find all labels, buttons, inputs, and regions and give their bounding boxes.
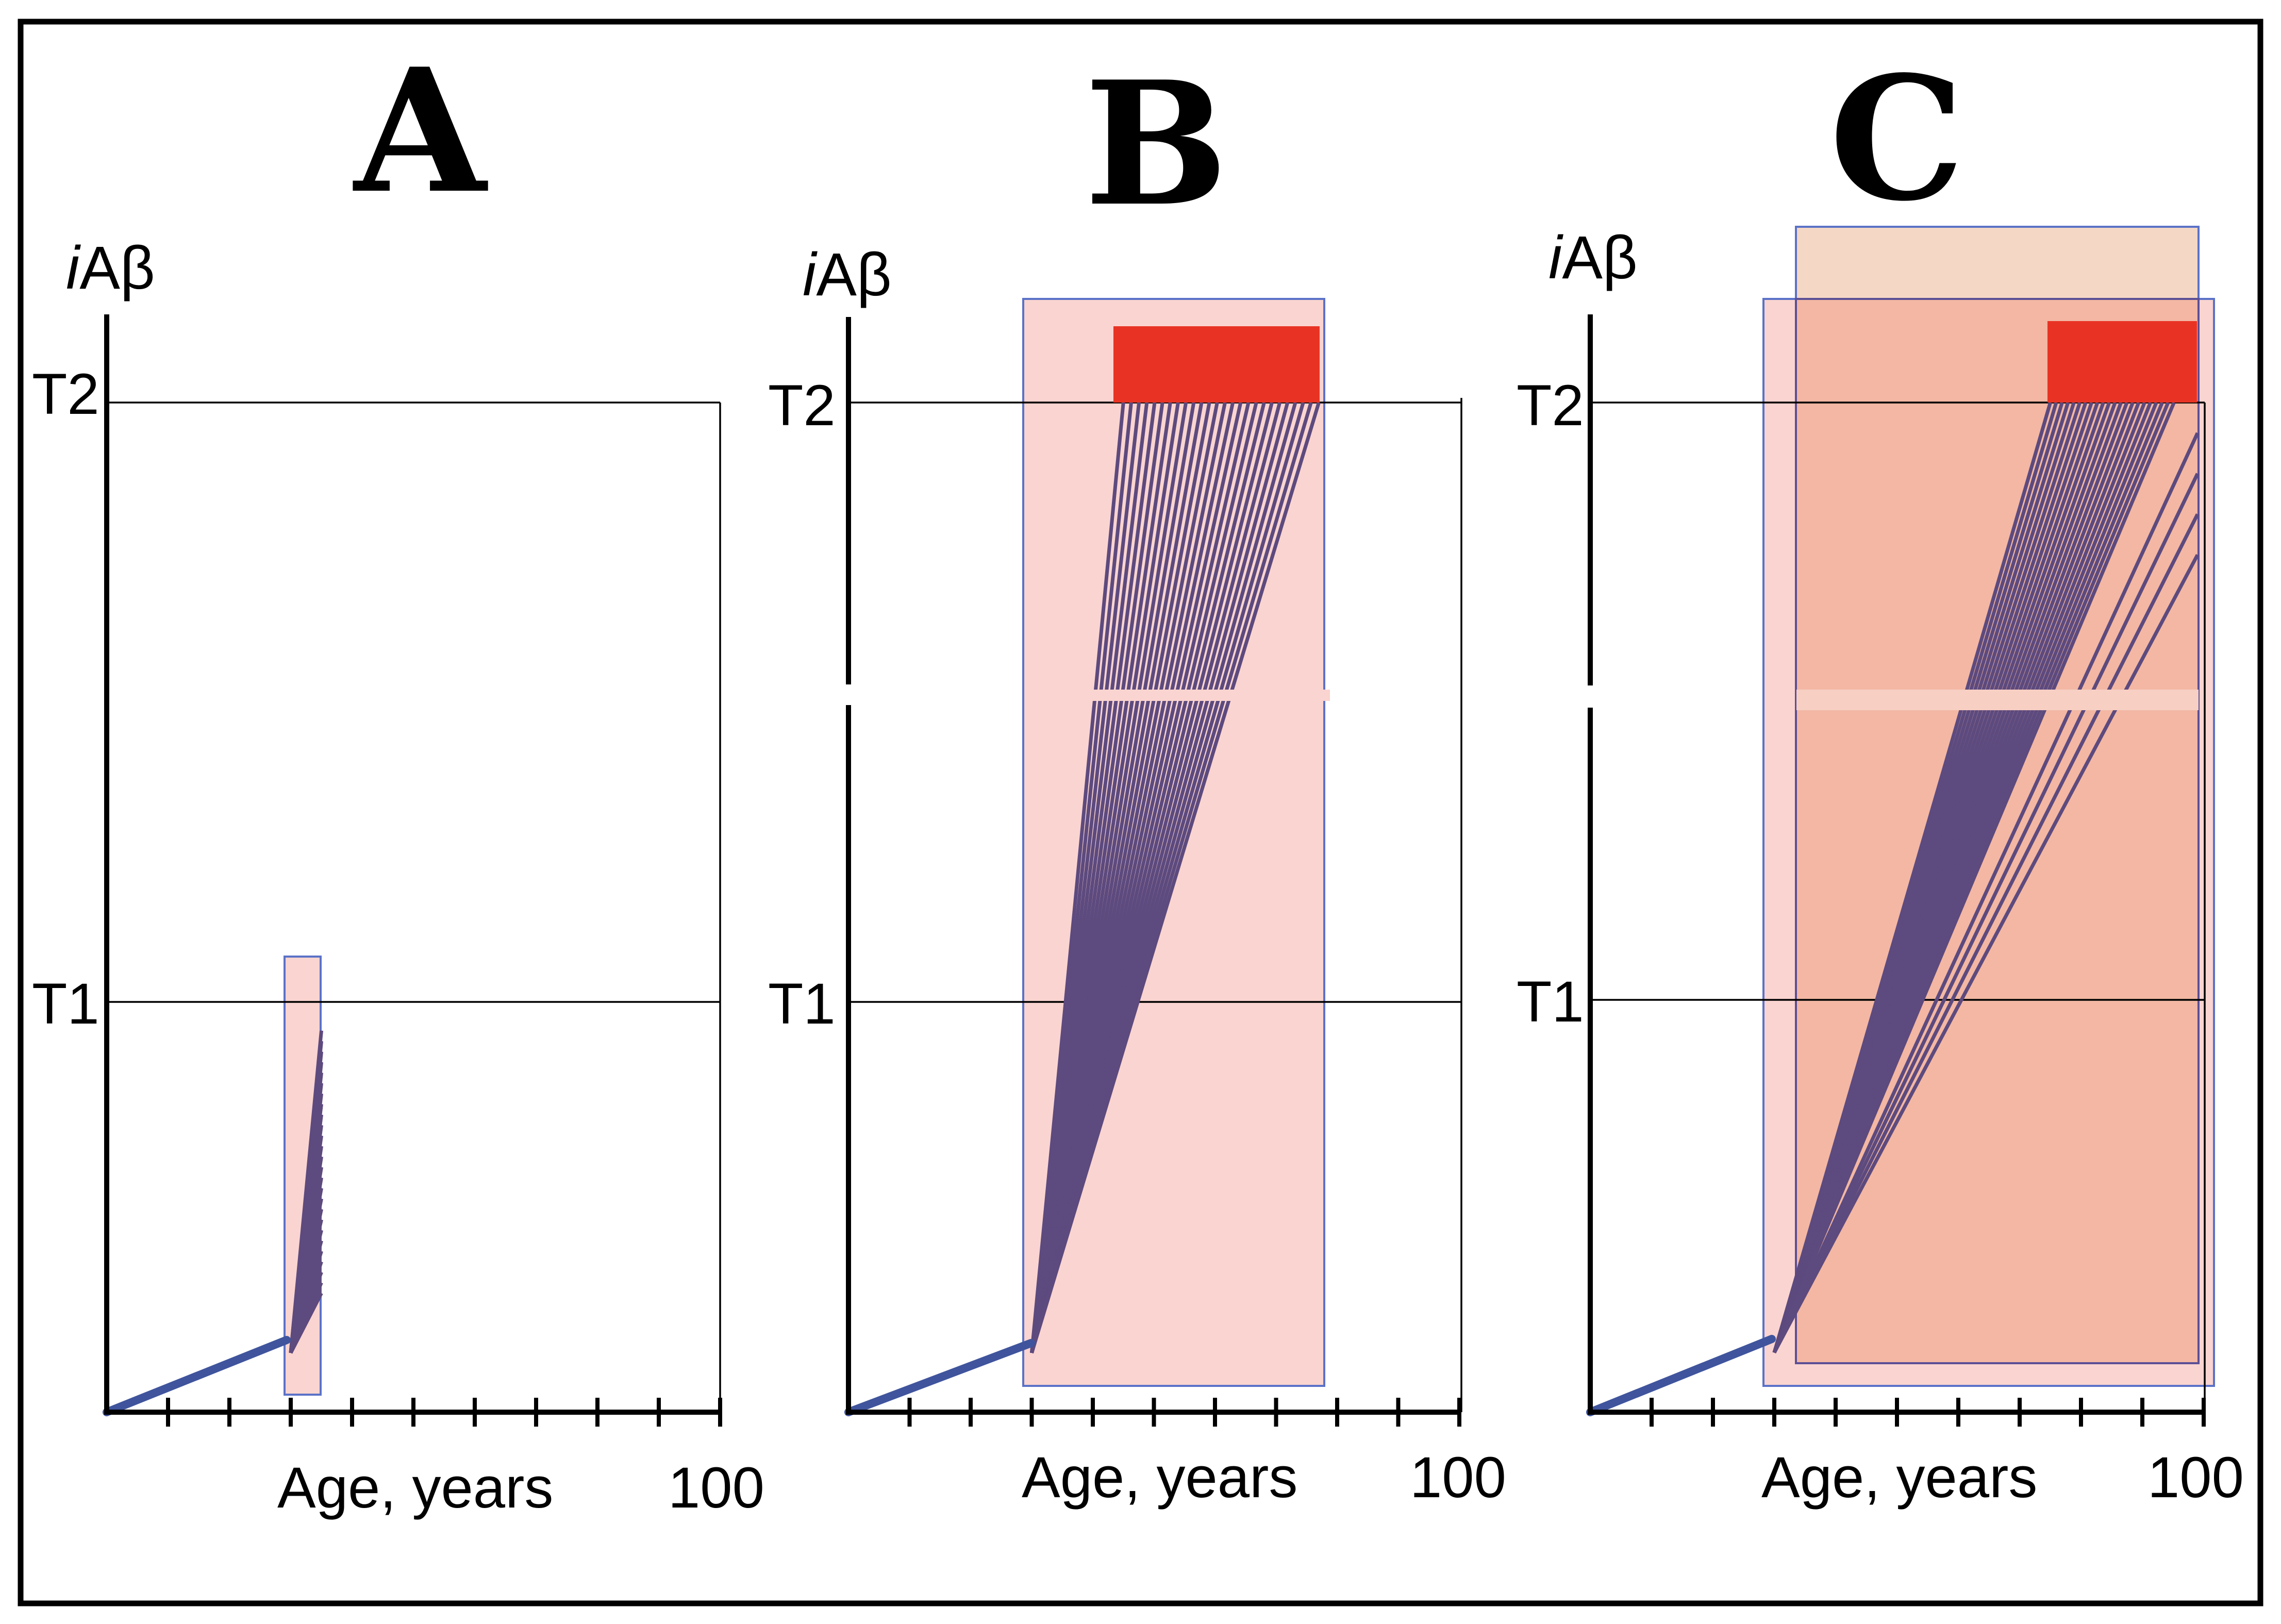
panel-b: B iAβ T2 T1 Age, years 100 [768, 44, 1506, 1510]
t2-label-b: T2 [768, 373, 836, 438]
t1-label-a: T1 [32, 972, 99, 1036]
panel-letter-a: A [352, 31, 490, 231]
panel-a: A iAβ T2 T1 Age, years 100 [32, 31, 764, 1520]
fan-wedge-a [291, 1030, 322, 1353]
red-zone-c [2047, 321, 2197, 403]
axis-break-band-c [1796, 690, 2199, 710]
t1-label-c: T1 [1517, 969, 1584, 1034]
baseline-growth-c [1586, 1335, 1776, 1416]
x-axis-max-label-a: 100 [668, 1455, 764, 1520]
t2-label-a: T2 [32, 362, 99, 426]
upper-overlay-region-c [1795, 226, 2200, 300]
panel-letter-c: C [1829, 39, 1965, 239]
panel-letter-b: B [1085, 44, 1228, 244]
x-axis-max-label-b: 100 [1410, 1445, 1506, 1510]
fan-line-c-25 [1772, 513, 2200, 1353]
x-axis-label-b: Age, years [1022, 1445, 1297, 1510]
x-axis-ticks-b [907, 1398, 1461, 1427]
t1-label-b: T1 [768, 972, 836, 1036]
fan-line-c-24 [1772, 473, 2200, 1353]
fan-line-c-26 [1772, 554, 2200, 1354]
baseline-growth-a [103, 1336, 291, 1416]
fan-line-b-26 [1030, 401, 1321, 1353]
fan-a [289, 1030, 323, 1354]
y-axis-title-c: iAβ [1549, 224, 1638, 292]
t2-label-c: T2 [1517, 373, 1584, 438]
axis-break-gap-b [1083, 690, 1330, 701]
fan-c [1772, 401, 2200, 1354]
x-axis-max-label-c: 100 [2147, 1445, 2244, 1510]
panel-c: C iAβ T2 T1 Age, years 100 [1517, 39, 2244, 1510]
red-zone-b [1113, 326, 1320, 403]
fan-line-c-23 [1772, 432, 2200, 1353]
x-axis-ticks-a [166, 1398, 722, 1427]
fan-b [1030, 401, 1321, 1353]
y-axis-title-b: iAβ [803, 241, 892, 309]
x-axis-label-c: Age, years [1761, 1445, 2037, 1510]
y-axis-title-a: iAβ [66, 234, 155, 302]
x-axis-label-a: Age, years [277, 1455, 553, 1520]
fan-line-c-22 [1772, 401, 2176, 1353]
baseline-growth-b [844, 1339, 1035, 1416]
figure-frame [18, 19, 2263, 1606]
x-axis-ticks-c [1650, 1398, 2206, 1427]
